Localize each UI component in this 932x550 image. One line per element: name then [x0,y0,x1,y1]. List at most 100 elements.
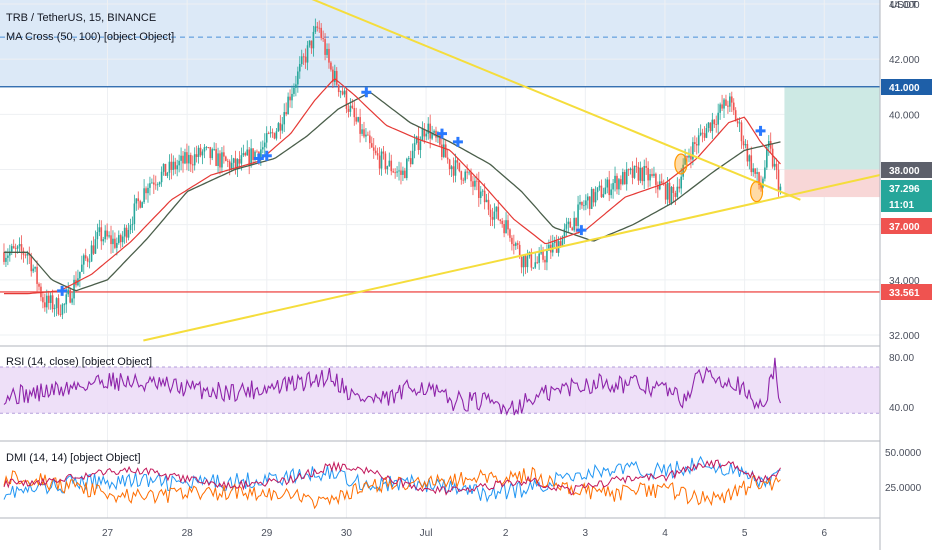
candle-body [217,153,219,166]
candle-body [370,143,373,148]
candle-body [762,178,764,188]
candle-body [771,148,774,167]
price-badge-label: 33.561 [889,288,920,299]
ma-cross-legend[interactable]: MA Cross (50, 100) [object Object] [6,31,174,43]
candle-body [162,163,165,172]
candle-body [242,153,245,156]
time-tick-label: 27 [102,528,114,539]
candle-body [775,163,778,170]
candle-body [281,124,284,131]
candle-body [573,217,575,231]
candle-body [419,141,422,151]
candle-body [464,171,466,181]
price-unit: USDT [890,0,917,11]
candle-body [94,239,97,254]
candle-body [756,172,758,174]
trendline[interactable] [143,174,881,342]
candle-body [5,257,7,262]
candle-body [190,154,192,165]
candle-body [186,152,188,164]
candle-body [151,182,153,184]
candle-body [491,217,494,220]
price-badge [881,162,932,178]
candle-body [133,203,136,224]
moving-averages [4,78,781,295]
candle-body [614,175,616,184]
candle-body [119,235,122,243]
candle-body [442,144,445,157]
candle-body [61,304,64,315]
candle-body [590,188,593,209]
candle-body [275,131,278,139]
candle-body [125,227,128,238]
candle-body [645,166,647,168]
candle-body [86,258,89,262]
candle-body [277,123,280,132]
candle-body [312,31,315,49]
rsi-legend[interactable]: RSI (14, close) [object Object] [6,356,152,368]
rsi-tick-label: 40.00 [889,403,914,414]
candle-body [273,133,276,139]
candle-body [559,241,562,247]
candle-body [154,184,157,186]
candle-body [514,243,517,246]
trendlines[interactable] [143,0,881,342]
candle-body [448,159,451,170]
dmi-legend[interactable]: DMI (14, 14) [object Object] [6,452,141,464]
candle-body [612,183,614,190]
candle-body [637,166,640,181]
candle-body [715,124,718,125]
candle-body [400,170,402,175]
candle-body [252,148,254,160]
time-axis[interactable]: 27 28 29 30 Jul 2 3 4 5 6 [102,528,828,539]
candle-body [34,266,36,269]
candle-body [678,186,681,189]
candle-body [380,151,383,169]
candle-body [680,176,683,189]
time-tick-label: 6 [821,528,827,539]
candle-body [339,91,342,93]
candle-body [156,184,159,186]
candle-body [347,108,350,112]
symbol-title[interactable]: TRB / TetherUS, 15, BINANCE [6,12,156,24]
candle-body [365,134,367,137]
candle-body [600,185,603,198]
candle-body [398,170,400,172]
candle-body [353,107,356,118]
candle-body [509,229,511,238]
candle-body [143,188,145,203]
candle-body [526,256,529,268]
candle-body [197,147,200,158]
candle-body [682,164,684,177]
candle-body [699,132,702,136]
candle-body [402,170,404,175]
candle-body [474,180,476,187]
candle-body [435,130,437,138]
dmi-minus-line [3,466,781,510]
candle-body [67,289,70,295]
rsi-line [3,357,782,416]
candle-body [487,199,490,210]
position-tool[interactable] [784,86,880,198]
trendline[interactable] [311,0,801,201]
candle-body [750,155,753,173]
candle-body [520,256,523,268]
candle-body [260,149,262,159]
price-badge [881,79,932,95]
candle-body [232,158,235,163]
candle-body [719,104,721,113]
horizontal-levels[interactable] [0,36,880,293]
candle-body [174,161,177,170]
candle-body [598,185,601,188]
candle-body [717,112,719,125]
time-tick-label: 4 [662,528,668,539]
candle-body [620,179,622,185]
candle-body [47,295,50,303]
candle-body [623,172,626,185]
candle-body [332,69,334,82]
candle-body [415,136,418,143]
price-badge-label: 38.000 [889,166,920,177]
candle-body [226,160,229,162]
